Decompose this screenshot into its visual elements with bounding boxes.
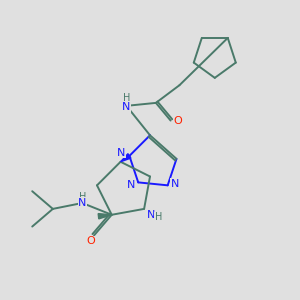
- Polygon shape: [98, 214, 112, 219]
- Text: N: N: [171, 179, 179, 189]
- Text: O: O: [87, 236, 95, 246]
- Text: H: H: [154, 212, 162, 222]
- Text: H: H: [79, 191, 86, 202]
- Text: O: O: [174, 116, 182, 126]
- Polygon shape: [121, 154, 131, 162]
- Text: N: N: [117, 148, 125, 158]
- Text: N: N: [122, 102, 130, 112]
- Text: N: N: [127, 180, 135, 190]
- Text: H: H: [123, 94, 130, 103]
- Text: N: N: [146, 210, 155, 220]
- Text: N: N: [78, 198, 86, 208]
